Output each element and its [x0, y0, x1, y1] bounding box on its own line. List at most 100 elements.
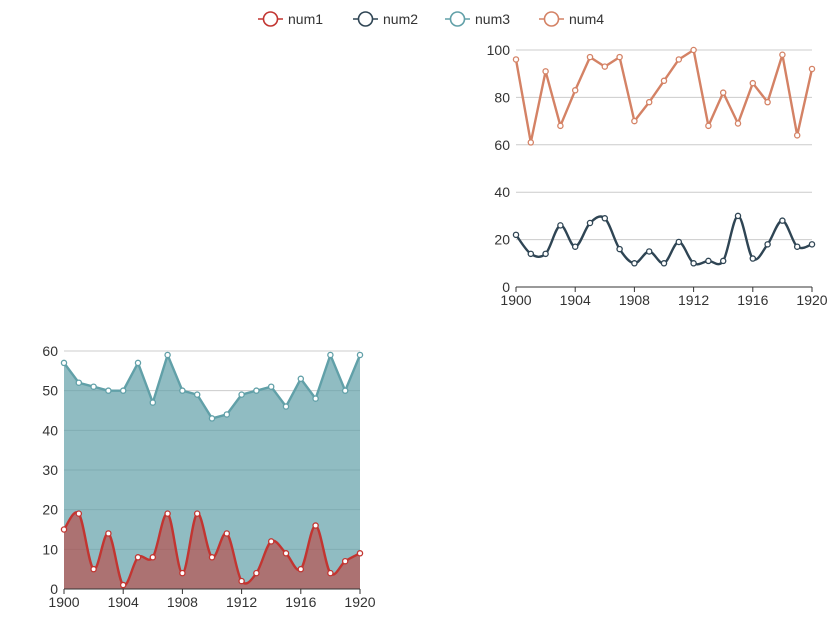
point-num2-1907[interactable] — [616, 245, 623, 253]
point-num3-1900[interactable] — [60, 359, 68, 367]
point-num1-1909[interactable] — [193, 510, 201, 517]
point-num2-1920[interactable] — [808, 241, 816, 248]
point-num4-1907[interactable] — [616, 53, 623, 61]
point-num1-1913[interactable] — [253, 569, 260, 577]
point-num3-1920[interactable] — [356, 351, 364, 359]
point-num2-1914[interactable] — [719, 257, 727, 265]
point-num2-1919[interactable] — [793, 243, 801, 250]
point-num2-1911[interactable] — [675, 238, 683, 246]
point-num1-1915[interactable] — [282, 550, 290, 557]
legend-label-num2: num2 — [383, 11, 418, 27]
line-chart-num4-num2: 0 20 40 60 80 100 1900 1904 1908 1912 1916 1920 — [487, 42, 828, 306]
point-num1-1908[interactable] — [179, 569, 186, 577]
point-num4-1910[interactable] — [660, 77, 668, 85]
point-num4-1906[interactable] — [601, 63, 609, 70]
y-tick-label-80: 80 — [494, 89, 510, 105]
point-num3-1909[interactable] — [193, 391, 201, 398]
point-num4-1902[interactable] — [542, 68, 549, 75]
legend-item-num2[interactable]: num2 — [353, 11, 418, 27]
y-tick-label-100: 100 — [487, 42, 511, 58]
point-num1-1901[interactable] — [75, 510, 83, 517]
point-num1-1906[interactable] — [149, 554, 157, 561]
point-num1-1914[interactable] — [267, 538, 275, 545]
point-num1-1900[interactable] — [60, 526, 68, 533]
point-num2-1915[interactable] — [734, 212, 742, 220]
y-tick-label-40: 40 — [42, 422, 58, 438]
point-num4-1904[interactable] — [571, 87, 579, 94]
legend-label-num4: num4 — [569, 11, 604, 27]
point-num2-1901[interactable] — [527, 250, 535, 258]
point-num3-1915[interactable] — [282, 403, 290, 410]
point-num4-1901[interactable] — [527, 139, 535, 146]
point-num2-1906[interactable] — [601, 215, 609, 222]
point-num1-1910[interactable] — [208, 554, 216, 561]
point-num3-1917[interactable] — [312, 395, 319, 402]
legend-marker-num2 — [357, 11, 374, 27]
point-num3-1901[interactable] — [75, 379, 83, 386]
point-num2-1918[interactable] — [779, 217, 786, 224]
point-num2-1900[interactable] — [512, 231, 520, 239]
x-tick-label-1916: 1916 — [737, 292, 768, 306]
point-num3-1902[interactable] — [90, 383, 97, 390]
legend-item-num4[interactable]: num4 — [539, 11, 604, 27]
point-num1-1902[interactable] — [90, 565, 97, 573]
point-num4-1913[interactable] — [705, 122, 712, 130]
point-num2-1902[interactable] — [542, 250, 549, 258]
legend-item-num1[interactable]: num1 — [258, 11, 323, 27]
point-num3-1918[interactable] — [327, 351, 334, 359]
point-num3-1910[interactable] — [208, 415, 216, 422]
point-num4-1915[interactable] — [734, 120, 742, 127]
y-tick-label-50: 50 — [42, 383, 58, 399]
point-num4-1909[interactable] — [645, 98, 653, 106]
point-num3-1905[interactable] — [134, 359, 142, 367]
legend-item-num3[interactable]: num3 — [445, 11, 510, 27]
point-num2-1909[interactable] — [645, 248, 653, 255]
point-num1-1905[interactable] — [134, 554, 142, 561]
point-num1-1911[interactable] — [223, 530, 231, 537]
point-num3-1906[interactable] — [149, 399, 157, 406]
point-num3-1914[interactable] — [267, 383, 275, 390]
legend-marker-num4 — [543, 11, 560, 27]
point-num4-1919[interactable] — [793, 132, 801, 139]
point-num2-1908[interactable] — [631, 260, 638, 267]
point-num1-1907[interactable] — [164, 510, 171, 517]
point-num2-1904[interactable] — [571, 243, 579, 250]
point-num3-1904[interactable] — [119, 387, 127, 394]
point-num4-1917[interactable] — [764, 98, 771, 106]
point-num1-1920[interactable] — [356, 550, 364, 557]
point-num4-1900[interactable] — [512, 56, 520, 63]
point-num1-1916[interactable] — [297, 565, 305, 573]
point-num2-1916[interactable] — [749, 255, 757, 262]
point-num1-1903[interactable] — [105, 530, 112, 537]
point-num3-1911[interactable] — [223, 411, 231, 418]
point-num3-1916[interactable] — [297, 375, 305, 383]
y-tick-label-60: 60 — [494, 137, 510, 153]
point-num3-1919[interactable] — [341, 387, 349, 394]
point-num1-1919[interactable] — [341, 557, 349, 565]
point-num4-1914[interactable] — [719, 89, 727, 96]
point-num4-1911[interactable] — [675, 56, 683, 63]
point-num1-1918[interactable] — [327, 569, 334, 577]
point-num2-1910[interactable] — [660, 260, 668, 267]
point-num3-1912[interactable] — [238, 391, 245, 398]
point-num1-1917[interactable] — [312, 522, 319, 529]
point-num4-1905[interactable] — [586, 53, 594, 61]
x-tick-label-1916: 1916 — [285, 594, 316, 610]
point-num1-1904[interactable] — [119, 581, 127, 589]
point-num4-1908[interactable] — [631, 117, 638, 125]
point-num3-1908[interactable] — [179, 387, 186, 394]
point-num4-1916[interactable] — [749, 79, 757, 87]
point-num4-1912[interactable] — [690, 46, 697, 54]
point-num4-1903[interactable] — [557, 122, 564, 130]
point-num3-1903[interactable] — [105, 387, 112, 394]
point-num1-1912[interactable] — [238, 577, 245, 585]
point-num3-1907[interactable] — [164, 351, 171, 359]
point-num2-1905[interactable] — [586, 219, 594, 227]
point-num2-1913[interactable] — [705, 257, 712, 265]
point-num3-1913[interactable] — [253, 387, 260, 394]
point-num4-1920[interactable] — [808, 65, 816, 73]
point-num4-1918[interactable] — [779, 51, 786, 58]
point-num2-1912[interactable] — [690, 260, 697, 267]
point-num2-1917[interactable] — [764, 241, 771, 248]
point-num2-1903[interactable] — [557, 222, 564, 229]
